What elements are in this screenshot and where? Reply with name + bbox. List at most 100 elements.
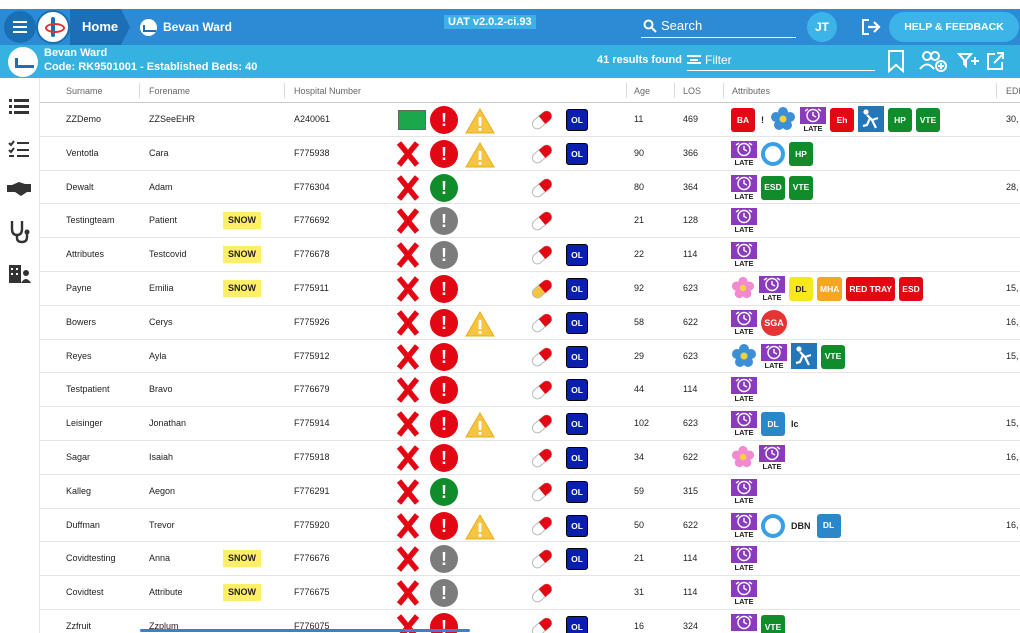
medication-pill-icon[interactable] xyxy=(529,176,555,200)
medication-pill-icon[interactable] xyxy=(529,480,555,504)
add-user-icon[interactable] xyxy=(918,49,948,73)
attribute-badge[interactable]: HP xyxy=(789,141,813,166)
alert-icon[interactable]: ! xyxy=(430,241,458,270)
medication-pill-icon[interactable] xyxy=(529,581,555,605)
attribute-badge[interactable]: ESD xyxy=(899,276,924,301)
late-badge[interactable]: LATE xyxy=(800,107,826,133)
table-row[interactable]: Testingteam Patient SNOW F776692! 21 128 LATE xyxy=(40,204,1020,239)
table-row[interactable]: Sagar Isaiah F775918! OL 34 622 LATE 16, xyxy=(40,441,1020,475)
breadcrumb-ward[interactable]: Bevan Ward xyxy=(130,9,258,45)
handshake-icon[interactable] xyxy=(6,176,32,202)
attribute-badge[interactable]: VTE xyxy=(789,175,813,200)
medication-pill-icon[interactable] xyxy=(529,446,555,470)
app-logo[interactable] xyxy=(36,10,70,44)
ol-badge[interactable]: OL xyxy=(566,109,588,131)
alert-icon[interactable]: ! xyxy=(430,274,458,303)
ring-icon[interactable] xyxy=(761,141,785,166)
late-badge[interactable]: LATE xyxy=(731,208,757,235)
table-row[interactable]: Duffman Trevor F775920! OL 50 622 LATE DBN DL 16, xyxy=(40,509,1020,543)
col-forename[interactable]: Forename xyxy=(149,86,191,96)
alert-icon[interactable]: ! xyxy=(430,511,458,540)
falls-risk-icon[interactable] xyxy=(791,342,817,371)
late-badge[interactable]: LATE xyxy=(731,140,757,167)
table-row[interactable]: Leisinger Jonathan F775914! OL 102 623 LATE DL I… xyxy=(40,407,1020,441)
attribute-text[interactable]: DBN xyxy=(791,520,811,531)
table-row[interactable]: Covidtest Attribute SNOW F776675! 31 114 LATE xyxy=(40,576,1020,610)
table-row[interactable]: Kalleg Aegon F776291! OL 59 315 LATE xyxy=(40,475,1020,509)
alert-icon[interactable]: ! xyxy=(430,139,458,168)
col-age[interactable]: Age xyxy=(634,86,651,96)
attribute-badge[interactable]: ESD xyxy=(761,175,785,200)
list-view-icon[interactable] xyxy=(6,94,32,120)
alert-icon[interactable]: ! xyxy=(430,106,458,134)
attribute-badge[interactable]: MHA xyxy=(817,276,843,301)
late-badge[interactable]: LATE xyxy=(759,444,785,471)
open-external-icon[interactable] xyxy=(986,49,1004,73)
ol-badge[interactable]: OL xyxy=(566,548,588,571)
warning-icon[interactable] xyxy=(465,412,495,438)
alert-icon[interactable]: ! xyxy=(430,376,458,405)
alert-icon[interactable]: ! xyxy=(430,612,458,633)
warning-icon[interactable] xyxy=(465,141,495,168)
attribute-badge[interactable]: VTE xyxy=(916,108,940,132)
forget-me-not-icon[interactable] xyxy=(731,343,757,371)
late-badge[interactable]: LATE xyxy=(759,275,785,302)
ring-icon[interactable] xyxy=(761,513,785,538)
hamburger-menu-button[interactable] xyxy=(4,11,36,43)
attribute-badge[interactable]: Eh xyxy=(830,108,854,132)
col-hospital-number[interactable]: Hospital Number xyxy=(294,86,362,96)
medication-pill-icon[interactable] xyxy=(529,108,555,132)
late-badge[interactable]: LATE xyxy=(731,411,757,438)
ol-badge[interactable]: OL xyxy=(566,379,588,402)
warning-icon[interactable] xyxy=(465,513,495,540)
ol-badge[interactable]: OL xyxy=(566,277,588,300)
warning-icon[interactable] xyxy=(465,310,495,337)
medication-pill-icon[interactable] xyxy=(529,209,555,233)
ol-badge[interactable]: OL xyxy=(566,413,588,436)
breadcrumb-home[interactable]: Home xyxy=(70,9,130,45)
attribute-text[interactable]: ! xyxy=(761,115,764,125)
col-attributes[interactable]: Attributes xyxy=(732,86,771,96)
ol-badge[interactable]: OL xyxy=(566,615,588,633)
medication-pill-icon[interactable] xyxy=(529,378,555,402)
alert-icon[interactable]: ! xyxy=(430,477,458,506)
bookmark-icon[interactable] xyxy=(884,49,908,73)
table-row[interactable]: Zzfruit Zzplum F776075! OL 16 324 LATE VTE xyxy=(40,610,1020,633)
attribute-badge[interactable]: BA xyxy=(731,108,755,132)
col-surname[interactable]: Surname xyxy=(66,86,103,96)
attribute-badge[interactable]: RED TRAY xyxy=(846,276,896,301)
attribute-badge[interactable]: HP xyxy=(888,108,912,132)
col-los[interactable]: LOS xyxy=(683,86,702,96)
medication-pill-icon[interactable] xyxy=(529,243,555,267)
stethoscope-icon[interactable] xyxy=(6,218,32,244)
ol-badge[interactable]: OL xyxy=(566,345,588,368)
late-badge[interactable]: LATE xyxy=(731,478,757,505)
attribute-badge[interactable]: DL xyxy=(761,412,785,437)
medication-pill-icon[interactable] xyxy=(529,345,555,369)
pink-flower-icon[interactable] xyxy=(731,276,755,302)
checklist-icon[interactable] xyxy=(6,136,32,162)
medication-pill-icon[interactable] xyxy=(529,547,555,571)
alert-icon[interactable]: ! xyxy=(430,410,458,439)
attribute-badge[interactable]: DL xyxy=(789,276,813,301)
late-badge[interactable]: LATE xyxy=(731,174,757,201)
medication-pill-icon[interactable] xyxy=(529,277,555,301)
building-users-icon[interactable] xyxy=(6,261,32,287)
user-avatar[interactable]: JT xyxy=(807,12,837,42)
alert-icon[interactable]: ! xyxy=(430,308,458,337)
sga-badge[interactable]: SGA xyxy=(761,309,787,336)
filter-input[interactable]: Filter xyxy=(687,49,875,71)
alert-icon[interactable]: ! xyxy=(430,579,458,608)
table-row[interactable]: Payne Emilia SNOW F775911! OL 92 623 LATE DL MHA R… xyxy=(40,272,1020,306)
attribute-badge[interactable]: VTE xyxy=(821,344,845,369)
table-row[interactable]: Testpatient Bravo F776679! OL 44 114 LATE xyxy=(40,373,1020,408)
table-row[interactable]: Bowers Cerys F775926! OL 58 622 LATE SGA 16, xyxy=(40,306,1020,340)
logout-icon[interactable] xyxy=(861,18,881,36)
medication-pill-icon[interactable] xyxy=(529,412,555,436)
search-input[interactable]: Search xyxy=(641,14,796,38)
table-row[interactable]: Covidtesting Anna SNOW F776676! OL 21 114 LATE xyxy=(40,542,1020,577)
late-badge[interactable]: LATE xyxy=(731,242,757,269)
medication-pill-icon[interactable] xyxy=(529,142,555,166)
attribute-badge[interactable]: DL xyxy=(816,513,841,538)
pink-flower-icon[interactable] xyxy=(731,445,755,471)
